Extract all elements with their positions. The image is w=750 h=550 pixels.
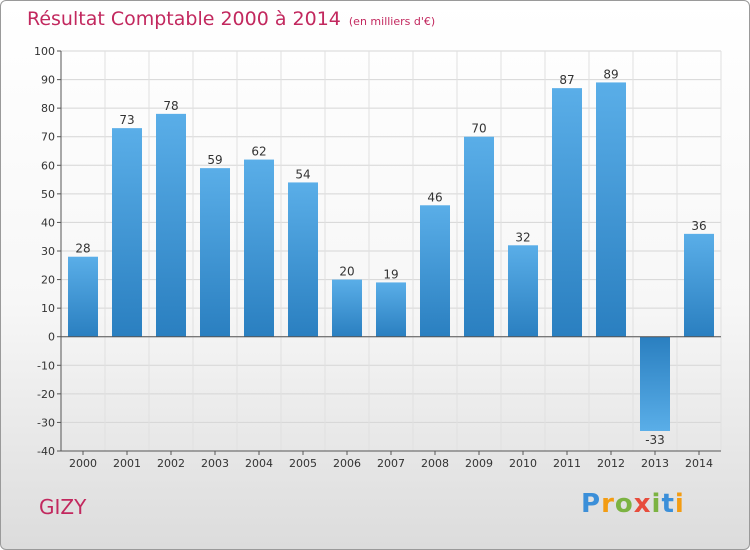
data-label: 89 (603, 67, 618, 81)
y-tick-label: 80 (41, 102, 55, 115)
y-tick-label: -20 (37, 388, 55, 401)
bar (68, 256, 98, 337)
y-tick-label: -40 (37, 445, 55, 458)
bar (112, 128, 142, 337)
data-label: 62 (251, 145, 266, 159)
data-label: 19 (383, 267, 398, 281)
data-label: 78 (163, 99, 178, 113)
location-label: GIZY (39, 495, 87, 519)
data-label: 54 (295, 167, 310, 181)
x-tick-label: 2004 (245, 457, 273, 470)
y-tick-label: 90 (41, 74, 55, 87)
x-tick-label: 2006 (333, 457, 361, 470)
x-tick-label: 2002 (157, 457, 185, 470)
title-text: Résultat Comptable 2000 à 2014 (27, 8, 341, 30)
bar (640, 336, 670, 431)
chart-subtitle: (en milliers d'€) (348, 15, 436, 28)
bar (508, 245, 538, 337)
x-tick-label: 2000 (69, 457, 97, 470)
bar (464, 136, 494, 337)
y-tick-label: -30 (37, 416, 55, 429)
data-label: 87 (559, 73, 574, 87)
logo-letter: x (633, 489, 652, 519)
y-tick-label: 10 (41, 302, 55, 315)
y-tick-label: 50 (41, 188, 55, 201)
bar (552, 88, 582, 337)
logo-letter: o (614, 489, 634, 519)
x-tick-label: 2012 (597, 457, 625, 470)
x-tick-label: 2013 (641, 457, 669, 470)
bar (156, 113, 186, 337)
data-label: 32 (515, 230, 530, 244)
y-tick-label: 40 (41, 216, 55, 229)
data-label: 59 (207, 153, 222, 167)
y-tick-label: 0 (48, 331, 55, 344)
data-label: 20 (339, 265, 354, 279)
x-tick-label: 2014 (685, 457, 713, 470)
proxiti-logo: Proxiti (581, 489, 685, 519)
y-tick-label: 60 (41, 159, 55, 172)
y-tick-label: -10 (37, 359, 55, 372)
data-label: 36 (691, 219, 706, 233)
y-tick-label: 20 (41, 274, 55, 287)
bar (596, 82, 626, 337)
data-label: 70 (471, 122, 486, 136)
data-label: 46 (427, 190, 442, 204)
bar (332, 279, 362, 337)
x-tick-label: 2011 (553, 457, 581, 470)
x-tick-label: 2009 (465, 457, 493, 470)
x-tick-label: 2010 (509, 457, 537, 470)
bar (376, 282, 406, 337)
bar (420, 205, 450, 337)
logo-letter: i (651, 489, 662, 519)
data-label: -33 (645, 433, 665, 447)
x-tick-label: 2003 (201, 457, 229, 470)
logo-letter: P (581, 489, 602, 519)
data-label: 73 (119, 113, 134, 127)
x-tick-label: 2008 (421, 457, 449, 470)
logo-letter: i (674, 489, 685, 519)
y-tick-label: 70 (41, 131, 55, 144)
x-tick-label: 2005 (289, 457, 317, 470)
y-tick-label: 30 (41, 245, 55, 258)
logo-letter: r (601, 489, 615, 519)
chart-title: Résultat Comptable 2000 à 2014 (en millie… (27, 8, 435, 30)
logo-letter: t (661, 489, 675, 519)
bar (200, 168, 230, 337)
bar (244, 159, 274, 337)
y-tick-label: 100 (34, 45, 55, 58)
bar (288, 182, 318, 337)
x-tick-label: 2007 (377, 457, 405, 470)
bar (684, 233, 714, 337)
x-tick-label: 2001 (113, 457, 141, 470)
data-label: 28 (75, 242, 90, 256)
